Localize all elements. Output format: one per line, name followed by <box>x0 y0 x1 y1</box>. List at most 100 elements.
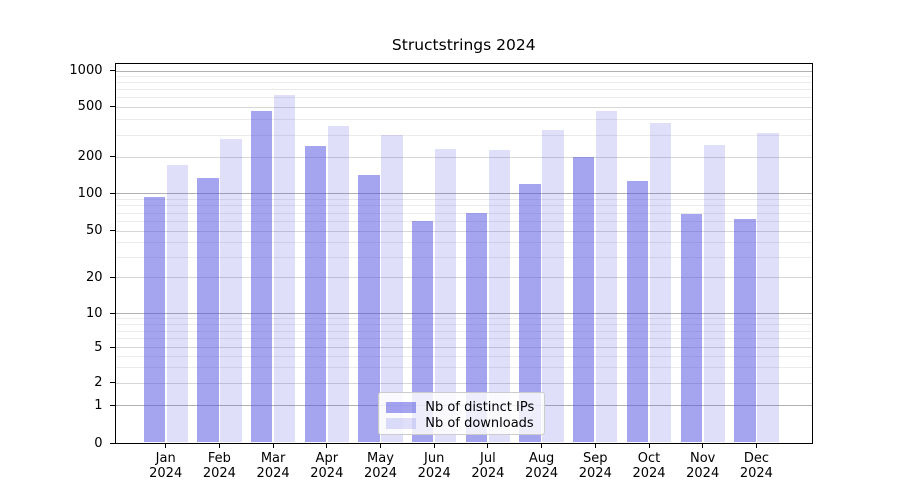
y-axis-tick-label: 200 <box>77 149 103 165</box>
y-tickmark <box>110 106 115 108</box>
x-tickmark <box>326 443 328 448</box>
x-axis-tick-label: Jul 2024 <box>471 450 505 482</box>
x-tickmark <box>702 443 704 448</box>
x-axis-tick-label: Mar 2024 <box>256 450 290 482</box>
y-axis-tick-label: 10 <box>85 305 103 321</box>
x-axis-tick-label: Sep 2024 <box>578 450 612 482</box>
legend-swatch-distinct-ips-icon <box>386 402 417 413</box>
mid-gridline <box>115 230 812 232</box>
y-axis-tick-label: 50 <box>85 223 103 239</box>
y-tickmark <box>110 192 115 194</box>
bar-downloads-dec <box>757 132 779 443</box>
x-tickmark <box>648 443 650 448</box>
major-gridline <box>115 70 812 72</box>
bar-ips-jun <box>412 220 434 443</box>
minor-gridline <box>115 330 812 332</box>
bar-ips-aug <box>519 183 541 443</box>
minor-gridline <box>115 82 812 84</box>
y-tickmark <box>110 312 115 314</box>
y-tickmark <box>110 230 115 232</box>
bar-ips-apr <box>304 145 326 443</box>
y-tickmark <box>110 404 115 406</box>
bar-ips-mar <box>250 110 273 443</box>
y-tickmark <box>110 276 115 278</box>
y-tickmark <box>110 70 115 72</box>
y-axis-tick-label: 20 <box>85 269 103 285</box>
bar-ips-may <box>358 174 380 443</box>
minor-gridline <box>115 242 812 244</box>
x-axis-tick-label: Jun 2024 <box>417 450 451 482</box>
minor-gridline <box>115 134 812 136</box>
minor-gridline <box>115 205 812 207</box>
legend-item-distinct-ips: Nb of distinct IPs <box>379 399 544 415</box>
x-tickmark <box>541 443 543 448</box>
bar-downloads-sep <box>596 110 618 443</box>
bar-downloads-apr <box>327 126 349 443</box>
mid-gridline <box>115 106 812 108</box>
major-gridline <box>115 313 812 315</box>
y-axis-tick-label: 500 <box>77 99 103 115</box>
x-tickmark <box>165 443 167 448</box>
minor-gridline <box>115 318 812 320</box>
y-axis-tick-label: 0 <box>94 436 103 451</box>
bar-downloads-may <box>381 134 403 443</box>
legend-label-distinct-ips: Nb of distinct IPs <box>425 399 535 415</box>
legend: Nb of distinct IPs Nb of downloads <box>378 392 545 436</box>
y-tickmark <box>110 346 115 348</box>
x-axis-tick-label: Feb 2024 <box>202 450 236 482</box>
minor-gridline <box>115 256 812 258</box>
y-tickmark <box>110 382 115 384</box>
y-tickmark <box>110 156 115 158</box>
bar-ips-oct <box>626 181 649 443</box>
bar-ips-nov <box>680 214 702 443</box>
minor-gridline <box>115 89 812 91</box>
y-axis-tick-label: 1 <box>94 397 103 413</box>
bar-downloads-mar <box>273 94 296 443</box>
bar-ips-jan <box>143 197 165 443</box>
x-tickmark <box>594 443 596 448</box>
legend-item-downloads: Nb of downloads <box>379 415 544 431</box>
y-axis-tick-label: 100 <box>77 185 103 201</box>
x-tickmark <box>487 443 489 448</box>
x-axis-tick-label: May 2024 <box>363 450 398 482</box>
x-axis-tick-label: Oct 2024 <box>632 450 666 482</box>
mid-gridline <box>115 382 812 384</box>
y-axis-tick-label: 2 <box>94 375 103 391</box>
x-tickmark <box>380 443 381 448</box>
minor-gridline <box>115 212 812 214</box>
x-tickmark <box>433 443 435 448</box>
bar-downloads-feb <box>220 138 242 443</box>
x-axis-tick-label: Dec 2024 <box>739 450 773 482</box>
x-axis-tick-label: Aug 2024 <box>525 450 559 482</box>
x-tickmark <box>755 443 757 448</box>
bar-downloads-jan <box>166 164 188 443</box>
minor-gridline <box>115 355 812 357</box>
x-tickmark <box>272 443 274 448</box>
mid-gridline <box>115 347 812 349</box>
x-tickmark <box>218 443 220 448</box>
bar-downloads-oct <box>649 122 672 443</box>
y-tickmark <box>110 443 115 444</box>
minor-gridline <box>115 118 812 120</box>
minor-gridline <box>115 76 812 78</box>
minor-gridline <box>115 338 812 340</box>
chart-title: Structstrings 2024 <box>391 36 536 54</box>
minor-gridline <box>115 220 812 222</box>
legend-swatch-downloads-icon <box>386 418 417 429</box>
bar-downloads-aug <box>542 130 564 443</box>
mid-gridline <box>115 156 812 158</box>
bar-ips-sep <box>573 157 595 443</box>
x-axis-tick-label: Nov 2024 <box>686 450 720 482</box>
bar-ips-feb <box>197 178 219 443</box>
y-axis-tick-label: 5 <box>94 339 103 355</box>
minor-gridline <box>115 324 812 326</box>
major-gridline <box>115 193 812 195</box>
legend-label-downloads: Nb of downloads <box>425 415 534 431</box>
bar-downloads-nov <box>703 144 725 443</box>
minor-gridline <box>115 367 812 369</box>
bar-downloads-jun <box>435 149 457 443</box>
x-axis-tick-label: Apr 2024 <box>310 450 344 482</box>
y-axis-tick-label: 1000 <box>69 63 103 79</box>
mid-gridline <box>115 277 812 279</box>
